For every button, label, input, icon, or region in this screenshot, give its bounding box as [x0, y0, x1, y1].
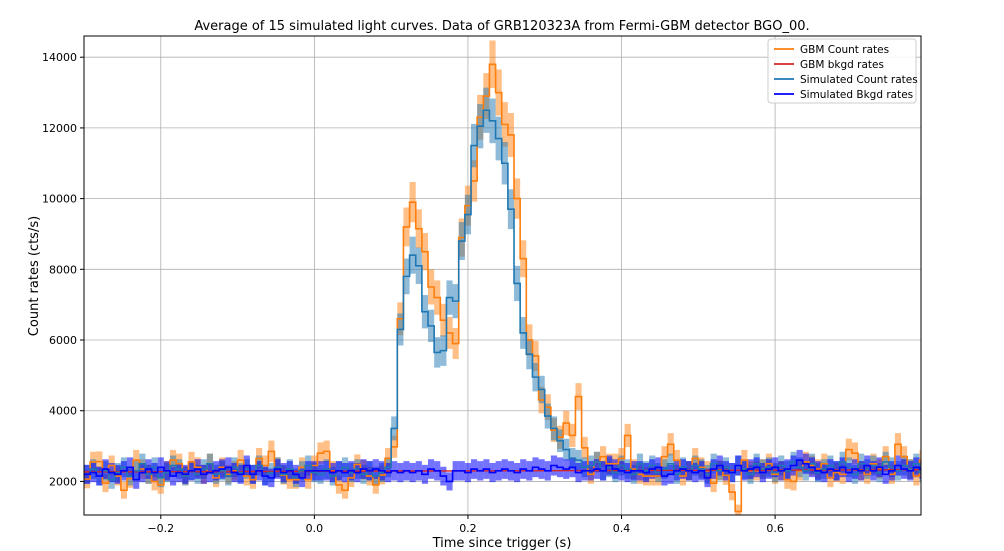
- gbm-count-rates-error-bar: [735, 504, 742, 515]
- chart-title: Average of 15 simulated light curves. Da…: [194, 19, 809, 34]
- y-axis-ticks: 2000 4000 6000 8000 10000 12000 14000: [42, 51, 84, 488]
- simulated-bkgd-rates-line: [84, 459, 921, 483]
- y-tick-label: 8000: [49, 263, 77, 276]
- legend-entry: Simulated Bkgd rates: [800, 89, 913, 101]
- simulated-count-rates-line: [84, 109, 921, 481]
- legend-entry: Simulated Count rates: [800, 74, 918, 86]
- x-tick-label: 0.2: [459, 522, 477, 535]
- plot-frame: [83, 35, 922, 516]
- grid-lines: [84, 36, 921, 515]
- series-lines: [83, 63, 922, 513]
- x-tick-label: 0.0: [306, 522, 324, 535]
- y-tick-label: 10000: [42, 193, 77, 206]
- y-tick-label: 6000: [49, 334, 77, 347]
- y-tick-label: 14000: [42, 51, 77, 64]
- x-axis-label: Time since trigger (s): [432, 536, 572, 551]
- x-tick-label: 0.4: [613, 522, 631, 535]
- y-tick-label: 2000: [49, 475, 77, 488]
- y-tick-label: 4000: [49, 405, 77, 418]
- legend-entry: GBM Count rates: [800, 44, 889, 56]
- x-tick-label: 0.6: [766, 522, 784, 535]
- gbm-count-rates-line: [84, 63, 921, 513]
- y-tick-label: 12000: [42, 122, 77, 135]
- y-axis-label: Count rates (cts/s): [27, 216, 42, 336]
- legend: GBM Count rates GBM bkgd rates Simulated C…: [767, 38, 918, 104]
- legend-entry: GBM bkgd rates: [800, 59, 884, 71]
- x-axis-ticks: −0.2 0.0 0.2 0.4 0.6: [147, 515, 784, 535]
- x-tick-label: −0.2: [147, 522, 174, 535]
- legend-box: [767, 38, 917, 104]
